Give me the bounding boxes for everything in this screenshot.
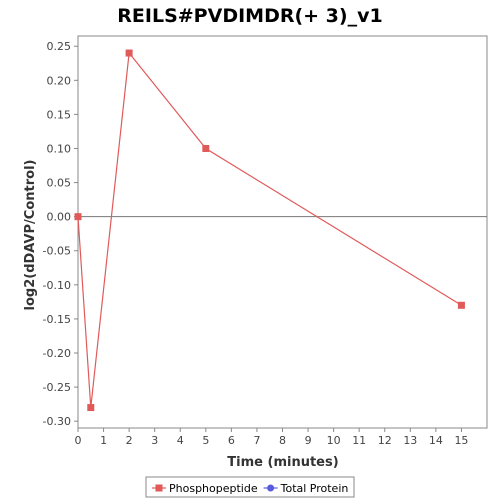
legend: Phosphopeptide Total Protein xyxy=(145,476,355,498)
x-tick-label: 9 xyxy=(305,434,312,447)
y-tick-label: -0.25 xyxy=(43,381,71,394)
x-tick-label: 6 xyxy=(228,434,235,447)
x-tick-label: 12 xyxy=(378,434,392,447)
x-tick-label: 1 xyxy=(100,434,107,447)
data-point xyxy=(202,144,210,152)
x-tick-label: 10 xyxy=(327,434,341,447)
legend-items: Phosphopeptide Total Protein xyxy=(152,482,348,495)
data-point xyxy=(125,49,133,57)
y-tick-label: -0.20 xyxy=(43,347,71,360)
y-tick-label: 0.05 xyxy=(47,177,72,190)
y-axis-label: log2(dDAVP/Control) xyxy=(23,160,38,311)
x-axis-ticks: 0 1 2 3 4 5 6 7 8 9 10 11 12 13 14 15 xyxy=(75,428,468,447)
legend-swatch-marker xyxy=(267,484,275,492)
y-tick-label: 0.25 xyxy=(47,40,72,53)
y-tick-label: 0.20 xyxy=(47,74,72,87)
legend-item: Phosphopeptide xyxy=(152,482,258,495)
series-phosphopeptide xyxy=(74,49,465,412)
x-tick-label: 11 xyxy=(352,434,366,447)
legend-label: Phosphopeptide xyxy=(169,482,258,495)
legend-label: Total Protein xyxy=(280,482,349,495)
x-tick-label: 7 xyxy=(253,434,260,447)
x-tick-label: 2 xyxy=(126,434,133,447)
data-point xyxy=(457,301,465,309)
y-tick-label: -0.05 xyxy=(43,245,71,258)
legend-box xyxy=(145,476,355,498)
legend-item: Total Protein xyxy=(263,482,349,495)
x-tick-label: 15 xyxy=(454,434,468,447)
x-tick-label: 0 xyxy=(75,434,82,447)
x-tick-label: 4 xyxy=(177,434,184,447)
data-point xyxy=(87,404,95,412)
x-tick-label: 13 xyxy=(403,434,417,447)
data-point xyxy=(74,213,82,221)
legend-swatch-marker xyxy=(155,484,163,492)
y-tick-label: 0.15 xyxy=(47,108,72,121)
y-tick-label: 0.00 xyxy=(47,211,72,224)
chart-title: REILS#PVDIMDR(+ 3)_v1 xyxy=(117,5,382,27)
series-layer xyxy=(74,49,465,412)
plot-area xyxy=(77,35,488,429)
x-tick-label: 14 xyxy=(429,434,443,447)
x-tick-label: 3 xyxy=(151,434,158,447)
y-axis-ticks: -0.30 -0.25 -0.20 -0.15 -0.10 -0.05 0.00 0.05 0.… xyxy=(43,40,78,428)
x-tick-label: 8 xyxy=(279,434,286,447)
y-tick-label: -0.10 xyxy=(43,279,71,292)
x-tick-label: 5 xyxy=(202,434,209,447)
x-axis-label: Time (minutes) xyxy=(227,455,338,470)
y-tick-label: -0.30 xyxy=(43,415,71,428)
y-tick-label: 0.10 xyxy=(47,142,72,155)
y-tick-label: -0.15 xyxy=(43,313,71,326)
